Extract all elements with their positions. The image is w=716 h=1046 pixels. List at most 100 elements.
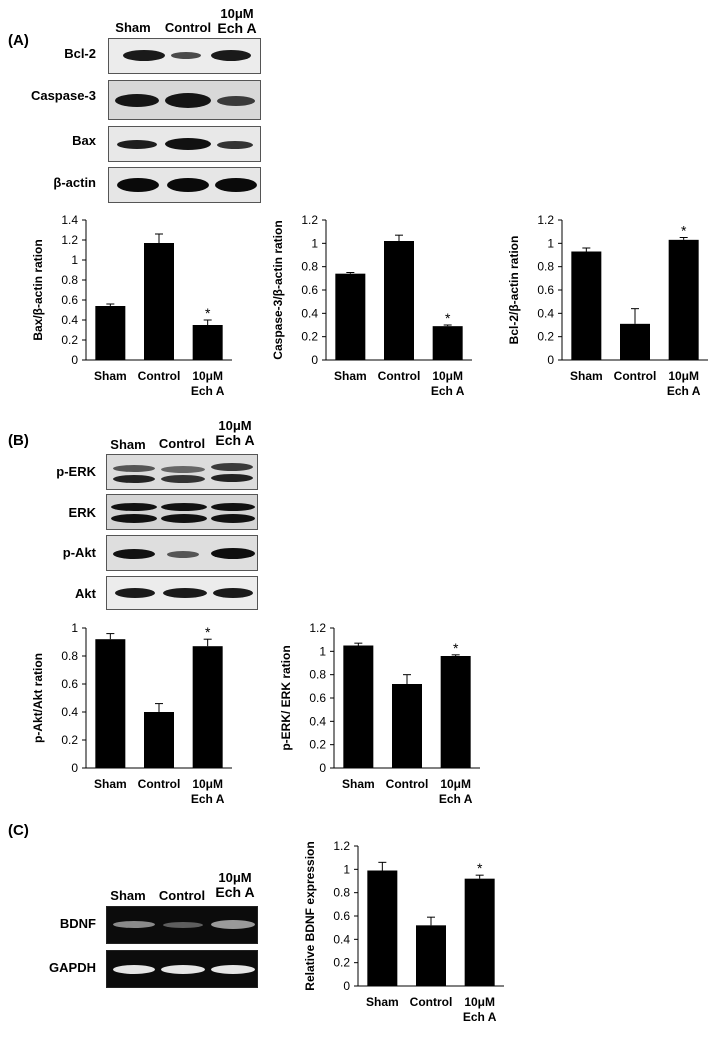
panel-label-b: (B) xyxy=(8,432,29,449)
bar xyxy=(343,645,374,768)
significance-marker: * xyxy=(445,310,451,326)
y-tick-label: 1 xyxy=(71,253,78,267)
x-tick-label: 10μM xyxy=(192,777,223,791)
y-tick-label: 0.2 xyxy=(333,956,350,970)
x-tick-label: 10μM xyxy=(464,995,495,1009)
bar xyxy=(95,639,126,768)
y-tick-label: 0.6 xyxy=(333,909,350,923)
lane-sham-b: Sham xyxy=(110,437,146,452)
y-tick-label: 0 xyxy=(547,353,554,367)
blot-strip-bax xyxy=(108,126,261,162)
y-tick-label: 0.4 xyxy=(537,306,554,320)
x-tick-label: Sham xyxy=(342,777,375,791)
lane-sham-c: Sham xyxy=(110,888,146,903)
gel-strip-gapdh xyxy=(106,950,258,988)
blot-strip-beta-actin xyxy=(108,167,261,203)
bar xyxy=(367,870,398,986)
x-tick-label: Ech A xyxy=(667,384,701,398)
significance-marker: * xyxy=(477,860,483,876)
significance-marker: * xyxy=(205,624,211,640)
bar xyxy=(144,712,174,768)
y-tick-label: 1 xyxy=(547,236,554,250)
bar xyxy=(144,243,174,360)
significance-marker: * xyxy=(453,640,459,656)
blot-strip-p-erk xyxy=(106,454,258,490)
x-tick-label: Ech A xyxy=(463,1010,497,1024)
y-tick-label: 0.8 xyxy=(61,273,78,287)
lane-ech-b: 10μM Ech A xyxy=(215,418,255,448)
x-tick-label: Control xyxy=(138,777,181,791)
bar xyxy=(571,251,602,360)
x-tick-label: Sham xyxy=(334,369,367,383)
y-tick-label: 0.2 xyxy=(61,333,78,347)
lane-control-b: Control xyxy=(158,436,206,451)
y-tick-label: 0.8 xyxy=(309,668,326,682)
y-tick-label: 0.4 xyxy=(61,705,78,719)
blot-label-caspase3: Caspase-3 xyxy=(30,88,96,103)
x-tick-label: Ech A xyxy=(191,792,225,806)
y-tick-label: 0.2 xyxy=(301,330,318,344)
x-tick-label: 10μM xyxy=(440,777,471,791)
gel-label-bdnf: BDNF xyxy=(59,916,96,931)
y-tick-label: 0.2 xyxy=(309,738,326,752)
blot-label-akt: Akt xyxy=(75,586,96,601)
lane-ech-c: 10μM Ech A xyxy=(215,870,255,900)
bar xyxy=(392,684,422,768)
gel-strip-bdnf xyxy=(106,906,258,944)
blot-label-bax: Bax xyxy=(72,133,96,148)
y-axis-label: p-Akt/Akt ration xyxy=(31,653,45,743)
y-tick-label: 0.2 xyxy=(61,733,78,747)
x-tick-label: 10μM xyxy=(192,369,223,383)
y-axis-label: Relative BDNF expression xyxy=(303,841,317,990)
y-tick-label: 0.4 xyxy=(333,932,350,946)
panel-label-c: (C) xyxy=(8,822,29,839)
y-tick-label: 0.8 xyxy=(61,649,78,663)
y-tick-label: 0.6 xyxy=(537,283,554,297)
y-tick-label: 0 xyxy=(343,979,350,993)
x-tick-label: Sham xyxy=(366,995,399,1009)
x-tick-label: 10μM xyxy=(668,369,699,383)
chart-bax: 0 0.2 0.4 0.6 0.8 1 1.2 1.4 Sham Control * 10μMEch … xyxy=(31,213,232,398)
bar xyxy=(668,239,699,360)
panel-label-a: (A) xyxy=(8,32,29,49)
y-tick-label: 0.6 xyxy=(309,691,326,705)
y-tick-label: 0.6 xyxy=(61,293,78,307)
x-tick-label: Control xyxy=(614,369,657,383)
x-tick-label: Ech A xyxy=(439,792,473,806)
significance-marker: * xyxy=(205,305,211,321)
x-tick-label: Control xyxy=(386,777,429,791)
blot-strip-p-akt xyxy=(106,535,258,571)
y-tick-label: 0.6 xyxy=(301,283,318,297)
x-tick-label: Ech A xyxy=(431,384,465,398)
y-tick-label: 1 xyxy=(71,621,78,635)
bar xyxy=(432,326,463,360)
y-tick-label: 0.4 xyxy=(309,714,326,728)
y-tick-label: 1.4 xyxy=(61,213,78,227)
y-tick-label: 0.2 xyxy=(537,330,554,344)
bar xyxy=(620,323,650,360)
x-tick-label: Control xyxy=(138,369,181,383)
y-tick-label: 1.2 xyxy=(333,839,350,853)
x-tick-label: Sham xyxy=(570,369,603,383)
y-tick-label: 0 xyxy=(71,353,78,367)
blot-strip-caspase3 xyxy=(108,80,261,120)
blot-label-p-akt: p-Akt xyxy=(62,545,96,560)
bar xyxy=(416,925,446,986)
y-tick-label: 1.2 xyxy=(301,213,318,227)
y-axis-label: Bax/β-actin ration xyxy=(31,239,45,340)
y-tick-label: 0.4 xyxy=(61,313,78,327)
x-tick-label: 10μM xyxy=(432,369,463,383)
bar xyxy=(192,325,223,360)
x-tick-label: Control xyxy=(378,369,421,383)
y-tick-label: 0 xyxy=(311,353,318,367)
blot-strip-akt xyxy=(106,576,258,610)
y-tick-label: 0.8 xyxy=(333,886,350,900)
y-tick-label: 1.2 xyxy=(61,233,78,247)
y-tick-label: 0.8 xyxy=(537,260,554,274)
gel-label-gapdh: GAPDH xyxy=(49,960,96,975)
bar xyxy=(440,656,471,768)
